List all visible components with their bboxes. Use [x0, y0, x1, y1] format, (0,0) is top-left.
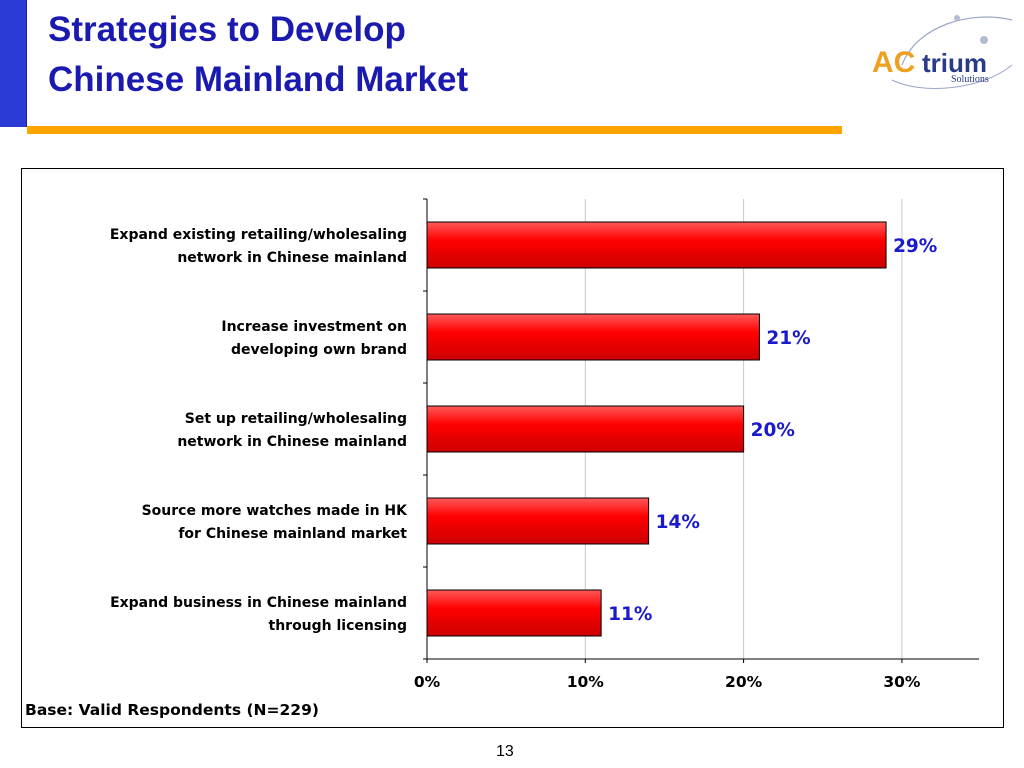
- category-label-3-line-1: for Chinese mainland market: [178, 526, 407, 542]
- category-label-1-line-0: Increase investment on: [221, 319, 407, 335]
- chart-base-footnote: Base: Valid Respondents (N=229): [25, 701, 319, 719]
- chart-frame: 0% 10% 20% 30% 29% Expand existing retailing/…: [21, 168, 1004, 728]
- slide-title-line-1: Strategies to Develop: [48, 10, 406, 49]
- x-tick-label-0: 0%: [414, 673, 441, 691]
- bar-value-label-4: 11%: [608, 604, 652, 625]
- x-tick-label-10: 10%: [567, 673, 605, 691]
- logo-text-solutions: Solutions: [951, 74, 989, 85]
- bar-value-label-3: 14%: [656, 512, 700, 533]
- logo-text-trium: trium: [922, 48, 987, 78]
- category-label-1-line-1: developing own brand: [231, 342, 407, 358]
- x-tick-label-20: 20%: [725, 673, 763, 691]
- category-label-4-line-1: through licensing: [269, 618, 408, 634]
- bar-1: [426, 313, 760, 361]
- bar-4: [426, 589, 602, 637]
- bar-value-label-2: 20%: [751, 420, 795, 441]
- bar-value-label-1: 21%: [766, 328, 810, 349]
- category-label-4-line-0: Expand business in Chinese mainland: [110, 595, 407, 611]
- slide-accent-bar: [0, 0, 27, 127]
- x-tick-label-30: 30%: [883, 673, 921, 691]
- bar-chart: 0% 10% 20% 30% 29% Expand existing retailing/…: [110, 198, 979, 691]
- category-label-0-line-0: Expand existing retailing/wholesaling: [110, 227, 407, 243]
- category-label-3-line-0: Source more watches made in HK: [142, 503, 409, 519]
- bar-3: [426, 497, 650, 545]
- page-number: 13: [496, 743, 514, 760]
- category-label-2-line-0: Set up retailing/wholesaling: [185, 411, 407, 427]
- category-label-0-line-1: network in Chinese mainland: [177, 250, 407, 266]
- actrium-logo: AC trium Solutions: [872, 15, 1013, 89]
- category-label-2-line-1: network in Chinese mainland: [177, 434, 407, 450]
- bar-value-label-0: 29%: [893, 236, 937, 257]
- bar-2: [426, 405, 745, 453]
- slide-title-line-2: Chinese Mainland Market: [48, 60, 469, 99]
- title-underline-rule: [27, 126, 842, 134]
- logo-text-ac: AC: [872, 46, 915, 79]
- bar-0: [426, 221, 887, 269]
